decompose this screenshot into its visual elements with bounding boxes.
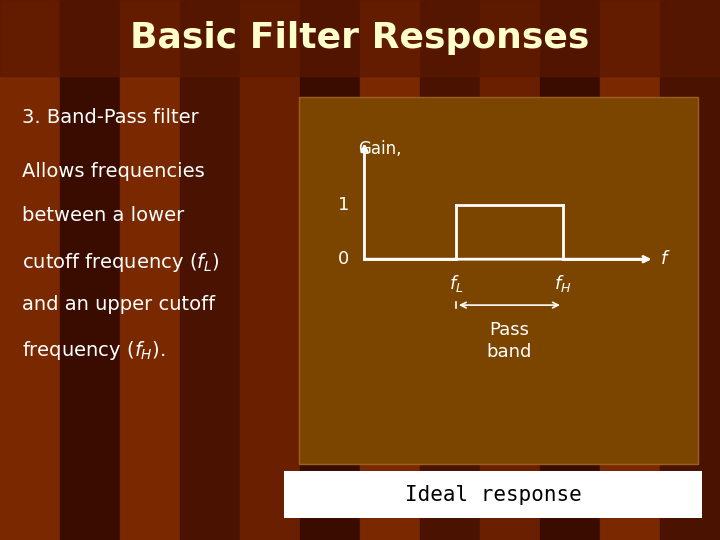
Text: band: band [487, 343, 532, 361]
Bar [0, 0, 60, 540]
Text: cutoff frequency ($\it{f}_L$): cutoff frequency ($\it{f}_L$) [22, 251, 219, 274]
Text: 1: 1 [338, 196, 349, 214]
Text: Allows frequencies: Allows frequencies [22, 162, 204, 181]
Bar [120, 0, 180, 540]
Text: between a lower: between a lower [22, 206, 184, 225]
Bar [480, 0, 540, 540]
Bar [360, 0, 420, 540]
Bar [540, 0, 600, 540]
Bar [420, 0, 480, 540]
Text: 0: 0 [338, 250, 349, 268]
Bar [660, 0, 720, 540]
Text: 3. Band-Pass filter: 3. Band-Pass filter [22, 108, 198, 127]
Text: Basic Filter Responses: Basic Filter Responses [130, 21, 590, 55]
Text: and an upper cutoff: and an upper cutoff [22, 295, 215, 314]
Text: Ideal response: Ideal response [405, 484, 582, 505]
Bar [180, 0, 240, 540]
Text: $f$: $f$ [660, 250, 671, 268]
Bar [284, 471, 702, 518]
Bar [60, 0, 120, 540]
Text: Gain,: Gain, [359, 140, 402, 158]
Text: frequency ($\it{f}_H$).: frequency ($\it{f}_H$). [22, 339, 165, 362]
Bar [0, 0, 720, 76]
Bar [600, 0, 660, 540]
Bar [300, 0, 360, 540]
Text: Pass: Pass [490, 321, 529, 339]
Text: $f_H$: $f_H$ [554, 273, 572, 294]
Text: $f_L$: $f_L$ [449, 273, 463, 294]
Bar [240, 0, 300, 540]
Bar [299, 97, 698, 464]
